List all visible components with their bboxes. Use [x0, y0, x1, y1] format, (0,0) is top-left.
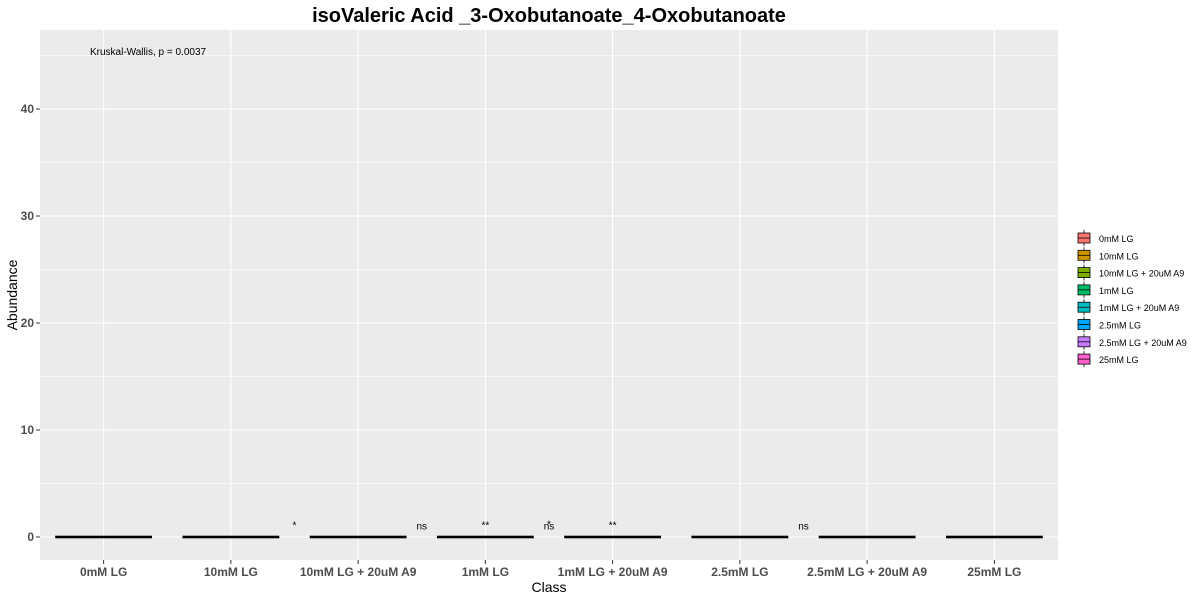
x-tick-label: 1mM LG + 20uM A9: [558, 565, 668, 579]
significance-label: ns: [544, 522, 555, 533]
significance-label: *: [547, 519, 551, 530]
legend: 0mM LG 10mM LG 10mM LG + 20uM A9 1mM LG 1mM …: [1077, 230, 1187, 368]
significance-label: **: [609, 520, 617, 531]
box-25mm-lg: [945, 535, 1043, 539]
significance-label: ns: [416, 522, 427, 533]
significance-annotations: * ns ** ns* ** ns: [293, 519, 809, 532]
chart-title: isoValeric Acid _3-Oxobutanoate_4-Oxobut…: [312, 5, 786, 27]
y-tick-label: 10: [21, 423, 35, 437]
x-axis-title: Class: [531, 579, 566, 595]
y-tick-label: 40: [21, 102, 35, 116]
x-tick-label: 1mM LG: [462, 565, 509, 579]
x-tick-label: 2.5mM LG: [711, 565, 768, 579]
x-tick-label: 10mM LG + 20uM A9: [300, 565, 417, 579]
box-10mm-lg: [182, 535, 280, 539]
x-tick-label: 10mM LG: [204, 565, 258, 579]
kruskal-wallis-annotation: Kruskal-Wallis, p = 0.0037: [90, 47, 207, 58]
panel-background: [40, 30, 1058, 560]
box-2-5mm-lg-20um-a9: [818, 535, 916, 539]
box-marks: [55, 535, 1043, 539]
legend-label: 1mM LG + 20uM A9: [1099, 303, 1179, 313]
legend-label: 10mM LG: [1099, 251, 1139, 261]
legend-label: 1mM LG: [1099, 286, 1134, 296]
grid-lines: [40, 30, 1058, 560]
legend-label: 25mM LG: [1099, 355, 1139, 365]
x-axis: 0mM LG 10mM LG 10mM LG + 20uM A9 1mM LG 1mM …: [80, 560, 1021, 579]
y-tick-label: 20: [21, 316, 35, 330]
box-1mm-lg-20um-a9: [564, 535, 662, 539]
y-tick-label: 0: [27, 530, 34, 544]
y-axis-title: Abundance: [4, 259, 20, 330]
plot-panel: [40, 30, 1058, 560]
y-tick-label: 30: [21, 209, 35, 223]
box-2-5mm-lg: [691, 535, 789, 539]
legend-label: 0mM LG: [1099, 234, 1134, 244]
legend-label: 2.5mM LG + 20uM A9: [1099, 338, 1187, 348]
box-0mm-lg: [55, 535, 153, 539]
x-tick-label: 0mM LG: [80, 565, 127, 579]
box-10mm-lg-20um-a9: [309, 535, 407, 539]
legend-label: 2.5mM LG: [1099, 321, 1141, 331]
y-axis: 0 10 20 30 40: [21, 102, 40, 544]
box-1mm-lg: [436, 535, 534, 539]
x-tick-label: 25mM LG: [967, 565, 1021, 579]
legend-label: 10mM LG + 20uM A9: [1099, 269, 1184, 279]
x-tick-label: 2.5mM LG + 20uM A9: [807, 565, 927, 579]
significance-label: ns: [798, 522, 809, 533]
significance-label: **: [481, 520, 489, 531]
significance-label: *: [293, 520, 297, 531]
